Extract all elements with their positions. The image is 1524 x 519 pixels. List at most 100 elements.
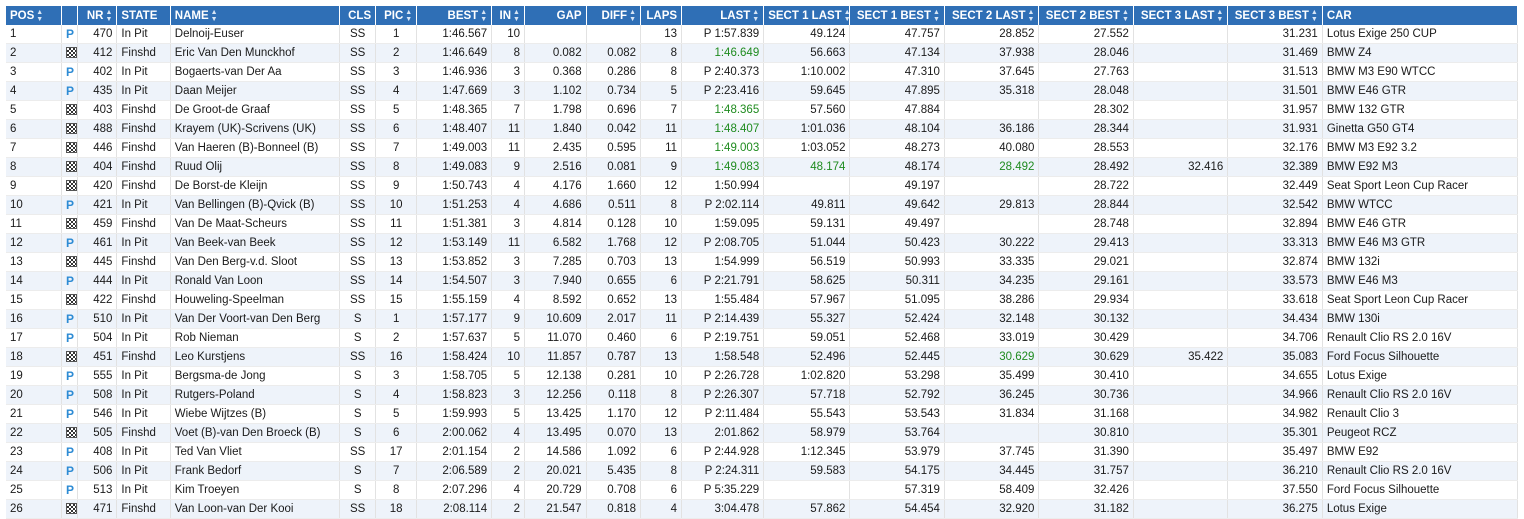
- table-row[interactable]: 3 P 402 In Pit Bogaerts-van Der Aa SS 3 1:46.93…: [6, 62, 1519, 82]
- cell-pic: 1: [375, 25, 418, 44]
- checkered-flag-icon: [65, 256, 77, 268]
- cell-s3best: 33.618: [1227, 290, 1323, 310]
- table-row[interactable]: 5 403 Finshd De Groot-de Graaf SS 5 1:48.365 7 1…: [6, 100, 1519, 120]
- cell-name: De Borst-de Kleijn: [170, 176, 341, 196]
- cell-car: BMW E92 M3: [1322, 157, 1519, 177]
- cell-s2best: 30.410: [1038, 366, 1134, 386]
- cell-in: 4: [491, 195, 525, 215]
- cell-s3last: [1133, 195, 1229, 215]
- column-header-nr[interactable]: NR ▲ ▼: [77, 6, 118, 25]
- cell-pos: 18: [6, 347, 62, 367]
- sort-arrows-icon[interactable]: ▲ ▼: [36, 8, 44, 23]
- sort-arrows-icon[interactable]: ▲ ▼: [1310, 8, 1318, 23]
- cell-s1last: 1:03.052: [763, 138, 851, 158]
- column-header-s1last[interactable]: SECT 1 LAST ▲ ▼: [763, 6, 851, 25]
- table-row[interactable]: 25 P 513 In Pit Kim Troeyen S 8 2:07.296 4 20.729…: [6, 480, 1519, 500]
- column-header-pos[interactable]: POS ▲ ▼: [6, 6, 62, 25]
- cell-pic: 18: [375, 499, 418, 519]
- sort-arrows-icon[interactable]: ▲ ▼: [1027, 8, 1035, 23]
- table-row[interactable]: 26 471 Finshd Van Loon-van Der Kooi SS 18 2:08…: [6, 499, 1519, 519]
- cell-status-icon: [61, 119, 79, 139]
- cell-laps: 12: [640, 176, 683, 196]
- sort-arrows-icon[interactable]: ▲ ▼: [1121, 8, 1129, 23]
- table-row[interactable]: 22 505 Finshd Voet (B)-van Den Broeck (B) S 6…: [6, 423, 1519, 443]
- cell-best: 1:46.649: [416, 43, 493, 63]
- column-header-s2best[interactable]: SECT 2 BEST ▲ ▼: [1038, 6, 1134, 25]
- table-row[interactable]: 11 459 Finshd Van De Maat-Scheurs SS 11 1:51.3…: [6, 214, 1519, 234]
- cell-state: In Pit: [116, 309, 171, 329]
- table-row[interactable]: 2 412 Finshd Eric Van Den Munckhof SS 2 1:46.6…: [6, 43, 1519, 63]
- cell-s2best: 29.413: [1038, 233, 1134, 253]
- sort-arrows-icon[interactable]: ▲ ▼: [210, 8, 218, 23]
- cell-status-icon: P: [61, 461, 79, 481]
- table-row[interactable]: 24 P 506 In Pit Frank Bedorf S 7 2:06.589 2 20.02…: [6, 461, 1519, 481]
- table-row[interactable]: 10 P 421 In Pit Van Bellingen (B)-Qvick (B) S…: [6, 195, 1519, 215]
- cell-in: 3: [491, 214, 525, 234]
- table-row[interactable]: 7 446 Finshd Van Haeren (B)-Bonneel (B) SS 7 1…: [6, 138, 1519, 158]
- sort-arrows-icon[interactable]: ▲ ▼: [1216, 8, 1224, 23]
- cell-s2last: 30.222: [944, 233, 1040, 253]
- cell-s2last: 33.335: [944, 252, 1040, 272]
- column-header-label: CAR: [1326, 9, 1352, 22]
- column-header-pic[interactable]: PIC ▲ ▼: [375, 6, 418, 25]
- column-header-in[interactable]: IN ▲ ▼: [491, 6, 525, 25]
- column-header-s3last[interactable]: SECT 3 LAST ▲ ▼: [1133, 6, 1229, 25]
- column-header-label: GAP: [556, 9, 582, 22]
- column-header-s2last[interactable]: SECT 2 LAST ▲ ▼: [944, 6, 1040, 25]
- table-row[interactable]: 8 404 Finshd Ruud Olij SS 8 1:49.083 9 2.516 0.08…: [6, 157, 1519, 177]
- sort-arrows-icon[interactable]: ▲ ▼: [105, 8, 113, 23]
- cell-state: In Pit: [116, 81, 171, 101]
- column-header-diff[interactable]: DIFF ▲ ▼: [586, 6, 642, 25]
- sort-arrows-icon[interactable]: ▲ ▼: [843, 8, 850, 23]
- table-row[interactable]: 21 P 546 In Pit Wiebe Wijtzes (B) S 5 1:59.993 5…: [6, 404, 1519, 424]
- sort-arrows-icon[interactable]: ▲ ▼: [933, 8, 940, 23]
- cell-pos: 20: [6, 385, 62, 405]
- table-row[interactable]: 17 P 504 In Pit Rob Nieman S 2 1:57.637 5 11.070 0…: [6, 328, 1519, 348]
- column-header-name[interactable]: NAME ▲ ▼: [170, 6, 341, 25]
- table-row[interactable]: 23 P 408 In Pit Ted Van Vliet SS 17 2:01.154 2 14…: [6, 442, 1519, 462]
- cell-cls: SS: [339, 499, 377, 519]
- cell-best: 1:54.507: [416, 271, 493, 291]
- cell-car: Seat Sport Leon Cup Racer: [1322, 290, 1519, 310]
- cell-nr: 555: [77, 366, 118, 386]
- table-row[interactable]: 19 P 555 In Pit Bergsma-de Jong S 3 1:58.705 5 12…: [6, 366, 1519, 386]
- table-row[interactable]: 6 488 Finshd Krayem (UK)-Scrivens (UK) SS 6 1:…: [6, 119, 1519, 139]
- cell-state: In Pit: [116, 480, 171, 500]
- table-row[interactable]: 9 420 Finshd De Borst-de Kleijn SS 9 1:50.743 4…: [6, 176, 1519, 196]
- table-row[interactable]: 18 451 Finshd Leo Kurstjens SS 16 1:58.424 10 11…: [6, 347, 1519, 367]
- table-row[interactable]: 15 422 Finshd Houweling-Speelman SS 15 1:55.15…: [6, 290, 1519, 310]
- cell-laps: 8: [640, 62, 683, 82]
- cell-s1best: 49.642: [849, 195, 945, 215]
- sort-arrows-icon[interactable]: ▲ ▼: [513, 8, 520, 23]
- cell-best: 1:55.159: [416, 290, 493, 310]
- table-row[interactable]: 20 P 508 In Pit Rutgers-Poland S 4 1:58.823 3 12.…: [6, 385, 1519, 405]
- sort-arrows-icon[interactable]: ▲ ▼: [629, 8, 637, 23]
- cell-cls: SS: [339, 176, 377, 196]
- cell-name: Van Haeren (B)-Bonneel (B): [170, 138, 341, 158]
- cell-laps: 11: [640, 138, 683, 158]
- sort-arrows-icon[interactable]: ▲ ▼: [405, 8, 413, 23]
- cell-s1best: 48.104: [849, 119, 945, 139]
- column-header-last[interactable]: LAST ▲ ▼: [681, 6, 765, 25]
- cell-in: 3: [491, 252, 525, 272]
- cell-car: Renault Clio RS 2.0 16V: [1322, 328, 1519, 348]
- sort-arrows-icon[interactable]: ▲ ▼: [752, 8, 760, 23]
- table-row[interactable]: 13 445 Finshd Van Den Berg-v.d. Sloot SS 13 1:…: [6, 252, 1519, 272]
- sort-arrows-icon[interactable]: ▲ ▼: [480, 8, 488, 23]
- cell-laps: 13: [640, 25, 683, 44]
- cell-status-icon: P: [61, 366, 79, 386]
- table-row[interactable]: 16 P 510 In Pit Van Der Voort-van Den Berg S 1…: [6, 309, 1519, 329]
- table-row[interactable]: 14 P 444 In Pit Ronald Van Loon SS 14 1:54.507 3…: [6, 271, 1519, 291]
- cell-status-icon: P: [61, 81, 79, 101]
- column-header-label: SECT 2 LAST: [951, 9, 1026, 22]
- column-header-s3best[interactable]: SECT 3 BEST ▲ ▼: [1227, 6, 1323, 25]
- table-row[interactable]: 1 P 470 In Pit Delnoij-Euser SS 1 1:46.567 10 13 P…: [6, 25, 1519, 44]
- cell-s3last: [1133, 404, 1229, 424]
- cell-name: Frank Bedorf: [170, 461, 341, 481]
- table-row[interactable]: 4 P 435 In Pit Daan Meijer SS 4 1:47.669 3 1.102 0…: [6, 81, 1519, 101]
- column-header-s1best[interactable]: SECT 1 BEST ▲ ▼: [849, 6, 945, 25]
- column-header-label: LAST: [720, 9, 751, 22]
- column-header-best[interactable]: BEST ▲ ▼: [416, 6, 493, 25]
- cell-pic: 6: [375, 423, 418, 443]
- table-row[interactable]: 12 P 461 In Pit Van Beek-van Beek SS 12 1:53.14…: [6, 233, 1519, 253]
